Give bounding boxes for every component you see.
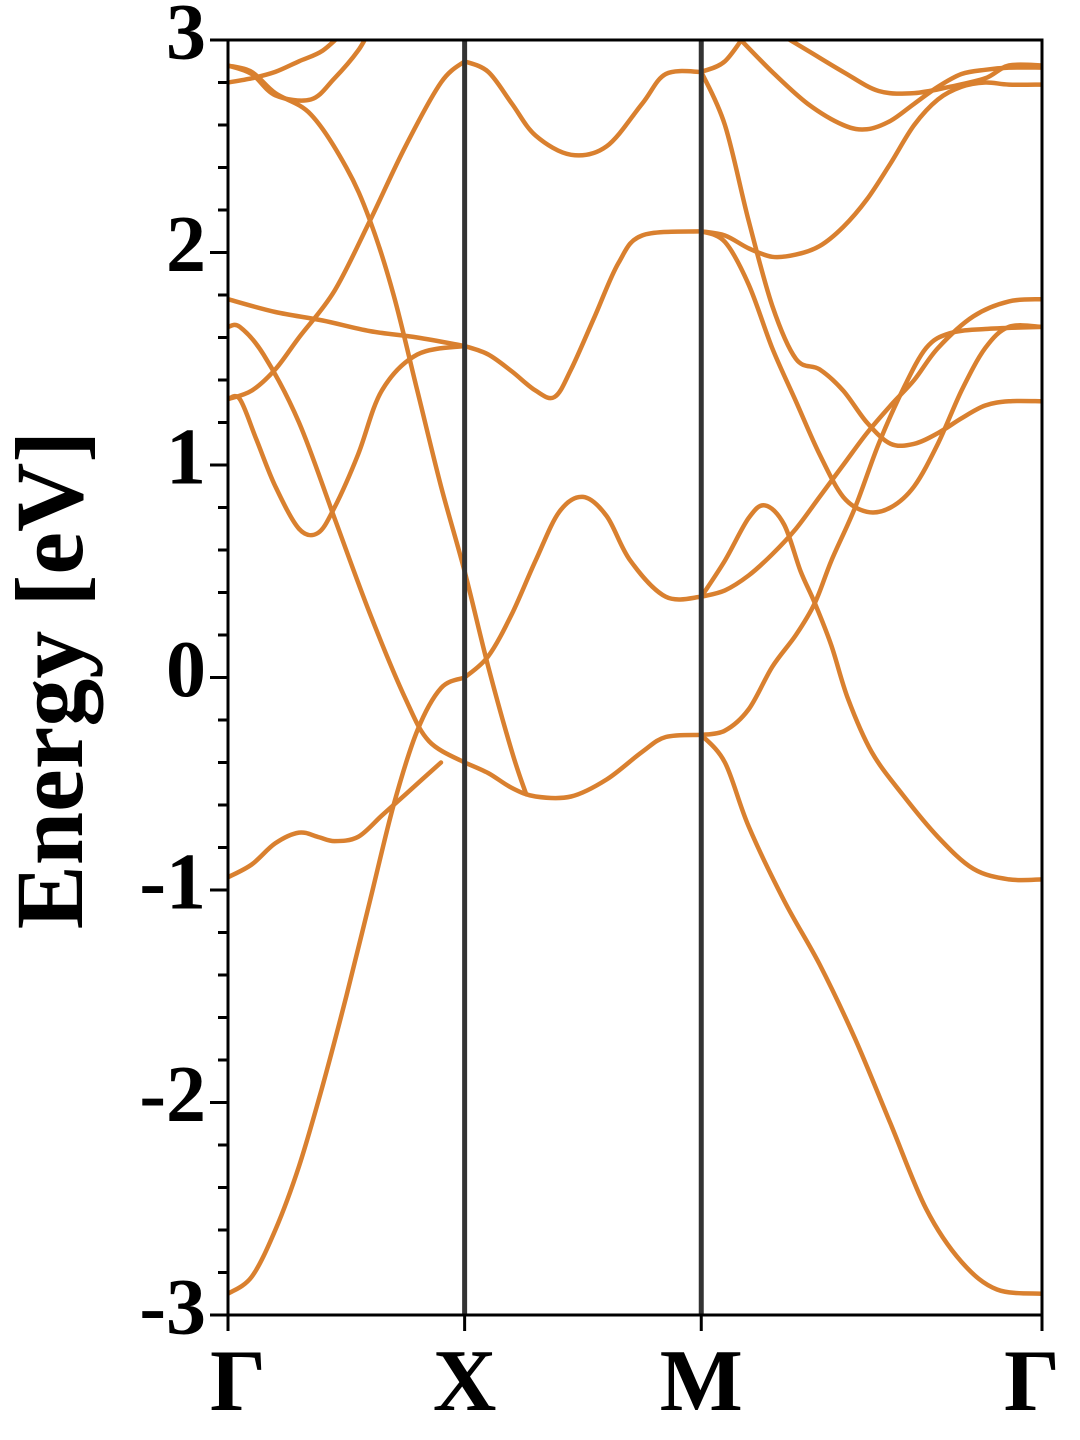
band-23 [699,732,1042,1297]
band-3 [228,40,339,85]
band-18 [699,80,1042,260]
band-4 [228,63,529,797]
y-tick-label: -3 [139,1263,206,1351]
high-symmetry-lines [462,40,704,1315]
x-tick-label: X [433,1333,497,1430]
y-tick-label: 1 [166,413,206,501]
band-16 [699,40,745,75]
band-5 [228,40,368,103]
band-13 [462,732,704,801]
band-1 [228,675,467,1297]
band-11 [462,494,704,680]
y-axis-ticks: 3 2 1 0 -1 -2 -3 [139,0,228,1351]
plot-frame [226,38,1044,1317]
band-20 [699,503,1042,883]
x-tick-label: M [660,1333,743,1430]
y-axis-title: Energy [eV] [0,431,103,930]
band-8 [228,343,467,538]
band-lines [228,40,1042,1297]
band-2 [228,760,444,880]
band-12 [462,229,704,401]
y-tick-label: -1 [139,838,206,926]
band-9 [228,59,467,402]
band-6 [228,322,467,765]
y-tick-label: 0 [166,626,206,714]
band-21 [699,296,1042,600]
band-15 [699,229,1042,515]
y-tick-label: -2 [139,1051,206,1139]
band-10 [462,59,704,158]
band-17 [737,40,1042,132]
band-14 [699,69,1042,449]
x-tick-label: Γ [1004,1333,1060,1430]
y-tick-label: 2 [166,201,206,289]
band-22 [699,324,1042,738]
x-tick-label: Γ [210,1333,266,1430]
y-tick-label: 3 [166,0,206,76]
band-19 [785,40,1042,96]
band-7 [228,296,467,349]
